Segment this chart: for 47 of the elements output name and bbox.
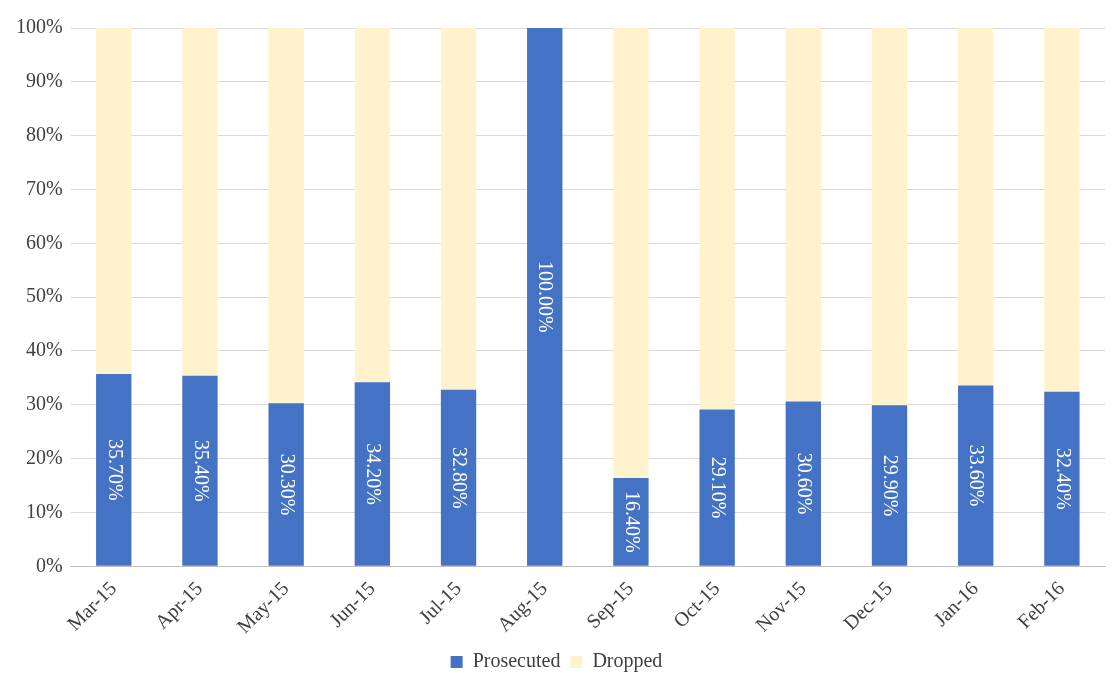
data-label: 16.40% (621, 491, 644, 553)
bar (96, 28, 132, 375)
y-tick-label: 10% (25, 499, 63, 522)
data-label: 32.80% (449, 446, 472, 509)
y-tick-label: 50% (25, 284, 63, 307)
bar (96, 374, 132, 566)
y-tick-label: 30% (25, 392, 63, 415)
data-label: 34.20% (363, 443, 386, 505)
bar (268, 28, 304, 404)
bar (958, 28, 994, 386)
data-label: 29.10% (707, 456, 730, 519)
legend-label: Dropped (592, 649, 663, 673)
y-tick-label: 20% (25, 445, 63, 468)
bar (354, 28, 391, 383)
data-label: 35.70% (104, 439, 127, 501)
bar (182, 375, 218, 566)
legend-label: Prosecuted (472, 649, 561, 672)
bar (785, 28, 821, 402)
bar (699, 409, 735, 566)
bar (527, 28, 563, 566)
bar (1044, 391, 1080, 566)
data-label: 29.90% (880, 454, 903, 517)
bar (354, 382, 391, 566)
bar (958, 385, 994, 566)
y-tick-label: 40% (25, 338, 63, 361)
data-label: 100.00% (535, 261, 558, 333)
y-tick-label: 80% (25, 122, 63, 145)
bar (785, 401, 821, 566)
y-tick-label: 60% (25, 230, 63, 253)
data-label: 35.40% (190, 439, 213, 502)
bar (268, 403, 304, 566)
y-tick-label: 90% (25, 69, 63, 92)
data-label: 32.40% (1052, 447, 1075, 510)
bar (871, 28, 908, 406)
data-label: 33.60% (966, 444, 989, 507)
y-tick-label: 0% (35, 553, 63, 576)
bar (1044, 28, 1080, 392)
bar (440, 389, 477, 566)
y-tick-label: 100% (15, 15, 63, 38)
y-tick-label: 70% (25, 176, 63, 199)
data-label: 30.30% (276, 453, 299, 516)
bar (440, 28, 477, 390)
data-label: 30.60% (794, 452, 817, 515)
bar (871, 405, 908, 566)
bar (699, 28, 735, 410)
bar (182, 28, 218, 376)
bar (613, 28, 649, 478)
